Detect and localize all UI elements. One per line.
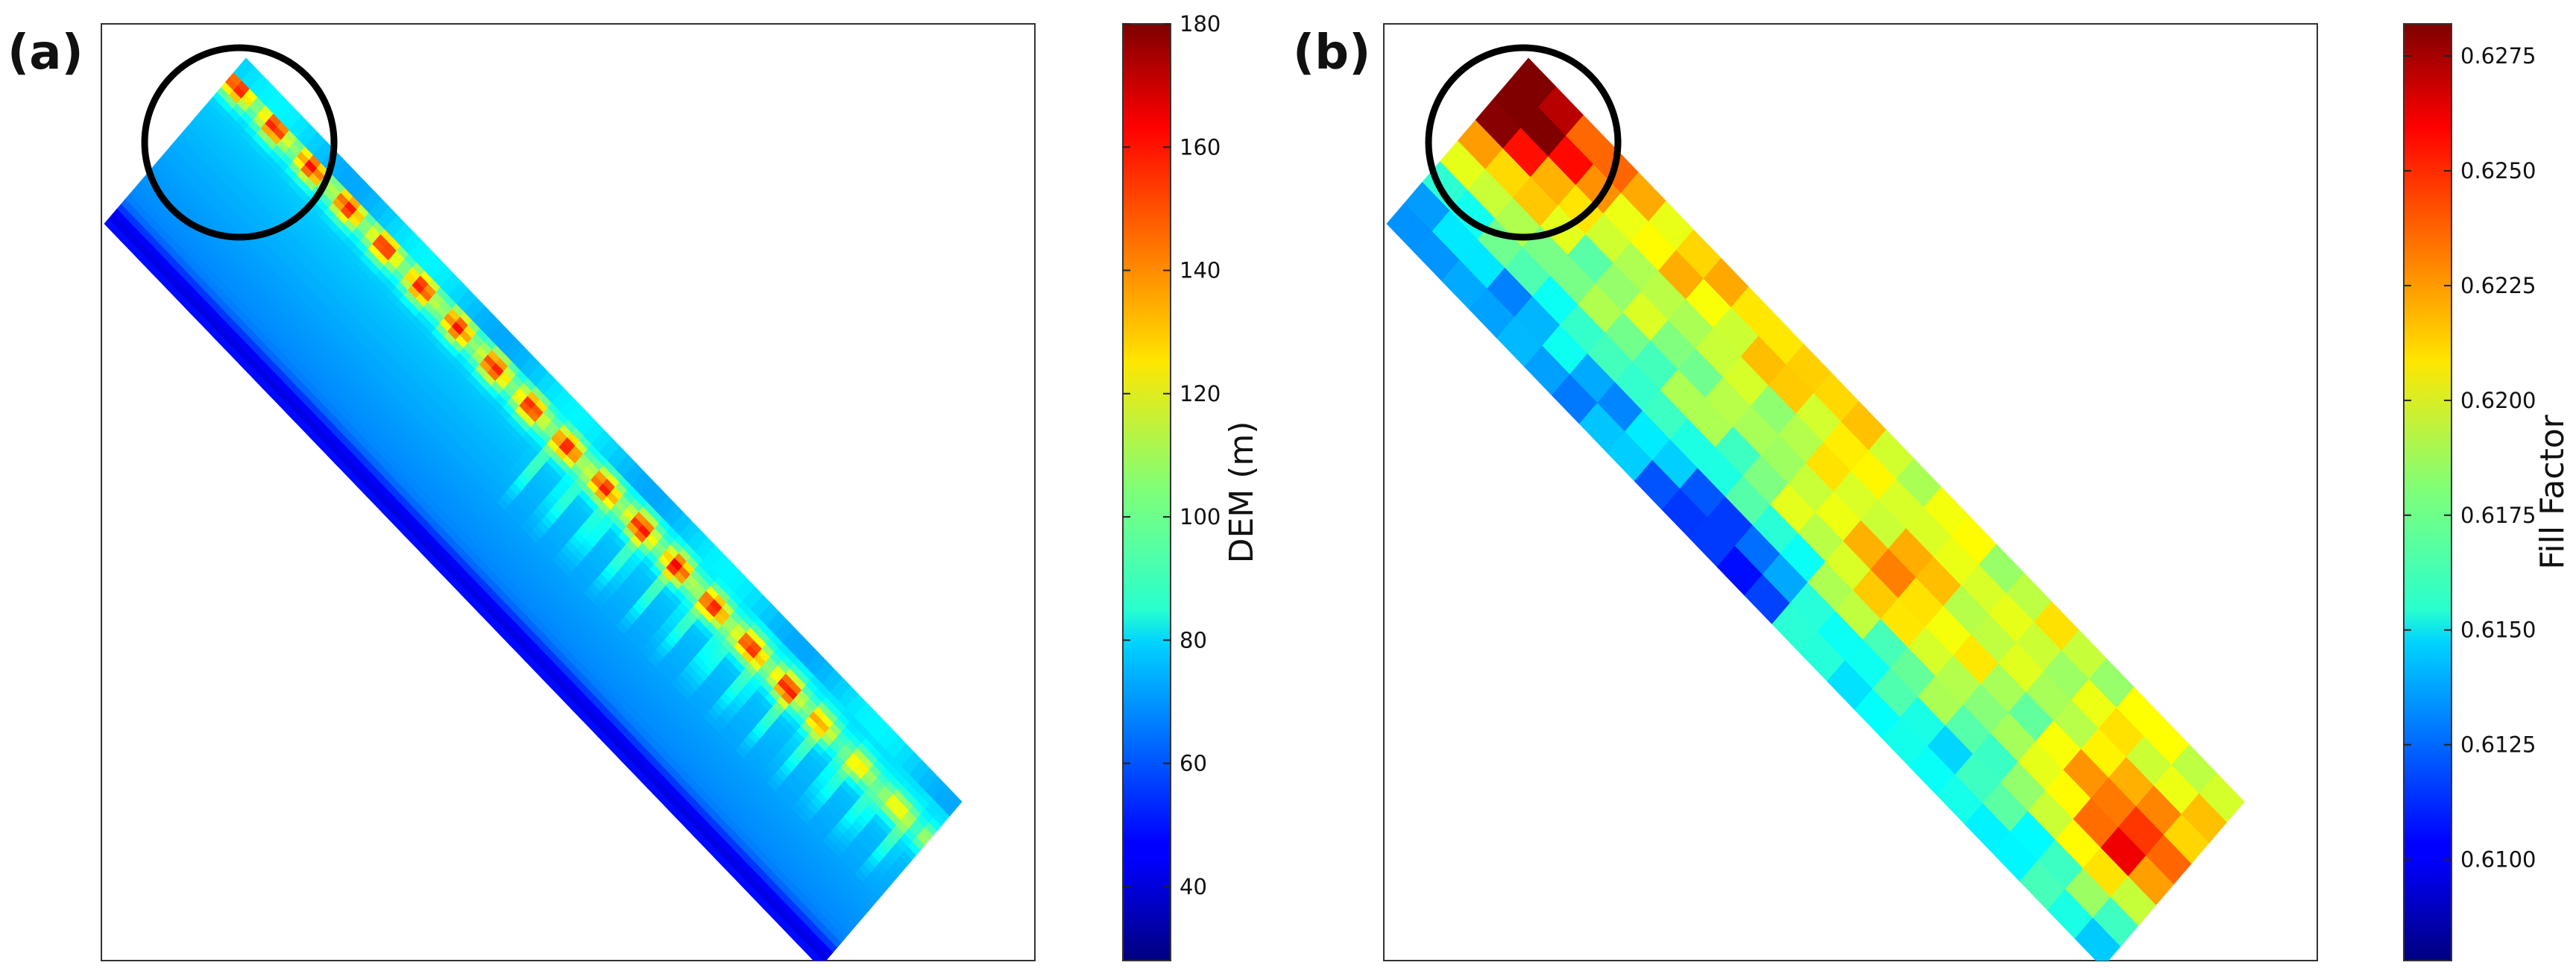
panel-a-colorbar-tick-label: 180 bbox=[1180, 11, 1221, 37]
panel-a-colorbar-tick-label: 140 bbox=[1180, 258, 1221, 283]
panel-a-highlight-circle bbox=[141, 44, 338, 241]
panel-b-colorbar-tick-label: 0.6275 bbox=[2460, 43, 2536, 69]
panel-b-colorbar-tick-label: 0.6100 bbox=[2460, 847, 2536, 873]
dem-cell bbox=[816, 949, 829, 961]
panel-b-colorbar: 0.6100 0.6125 0.6150 0.6175 0.6200 0.6225 0.62… bbox=[2403, 23, 2572, 961]
panel-b-colorbar-bar bbox=[2403, 23, 2452, 961]
panel-b-colorbar-tick-label: 0.6150 bbox=[2460, 618, 2536, 643]
dem-cell bbox=[811, 953, 823, 961]
panel-a-colorbar-label: DEM (m) bbox=[1223, 421, 1261, 564]
panel-a-plot bbox=[101, 23, 1036, 961]
panel-a-colorbar-tick-label: 40 bbox=[1180, 874, 1207, 899]
panel-a-colorbar-tick-label: 80 bbox=[1180, 627, 1207, 653]
panel-b-colorbar-label: Fill Factor bbox=[2534, 414, 2572, 569]
fill-factor-cell bbox=[2074, 917, 2121, 961]
panel-b-fill-factor-grid bbox=[1386, 57, 2245, 961]
panel-a-colorbar-tick-label: 60 bbox=[1180, 751, 1207, 776]
panel-a-colorbar-tick-label: 100 bbox=[1180, 504, 1221, 530]
panel-b-colorbar-tick-label: 0.6175 bbox=[2460, 503, 2536, 528]
panel-a-colorbar-bar bbox=[1122, 23, 1171, 961]
panel-b-highlight-circle bbox=[1425, 44, 1622, 241]
panel-a-colorbar: 40 60 80 100 120 140 160 180 DEM (m) bbox=[1122, 11, 1261, 961]
panel-b-colorbar-tick-label: 0.6225 bbox=[2460, 273, 2536, 298]
panel-a-label: (a) bbox=[7, 25, 84, 81]
panel-b-colorbar-tick-label: 0.6125 bbox=[2460, 732, 2536, 758]
panel-b-colorbar-tick-label: 0.6250 bbox=[2460, 158, 2536, 183]
panel-b-plot bbox=[1383, 23, 2318, 961]
panel-b-label: (b) bbox=[1293, 25, 1370, 81]
panel-a-colorbar-tick-label: 120 bbox=[1180, 381, 1221, 406]
panel-b-colorbar-tick-label: 0.6200 bbox=[2460, 388, 2536, 413]
panel-a-dem-strip bbox=[104, 57, 963, 961]
panel-a-colorbar-tick-label: 160 bbox=[1180, 134, 1221, 160]
